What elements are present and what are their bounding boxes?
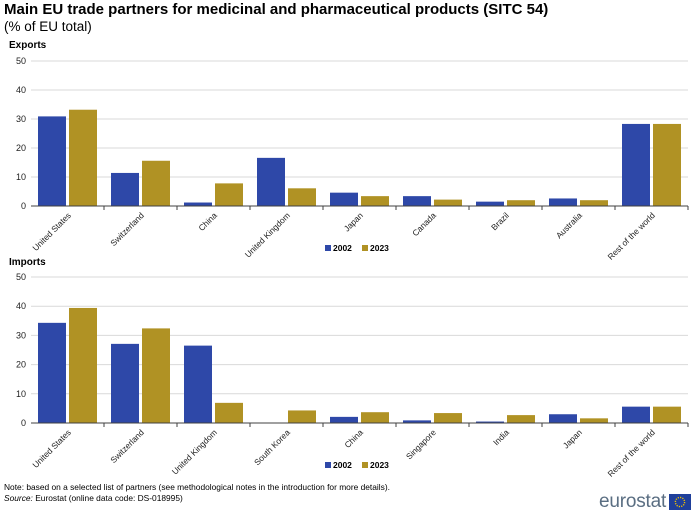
chart-panel-imports: Imports 0 10 20 30 40 50 United States Switzerla… <box>9 257 689 479</box>
y-tick-label: 20 <box>16 360 26 370</box>
bar-2002 <box>549 198 577 206</box>
bar-2023 <box>288 410 316 423</box>
y-tick-label: 50 <box>16 56 26 66</box>
bar-2023 <box>434 413 462 423</box>
bar-2023 <box>69 307 97 423</box>
bar-2023 <box>215 402 243 423</box>
eurostat-logo: eurostat <box>599 491 692 513</box>
x-tick-label: Japan <box>342 210 365 233</box>
y-tick-label: 10 <box>16 389 26 399</box>
legend-swatch-2023 <box>362 245 368 251</box>
panel-title: Exports <box>9 40 47 51</box>
bar-2002 <box>111 343 139 423</box>
bar-2002 <box>111 172 139 206</box>
y-tick-label: 10 <box>16 172 26 182</box>
legend-label: 2002 <box>333 460 352 470</box>
bar-2002 <box>330 192 358 206</box>
bar-2002 <box>257 157 285 206</box>
panel-title: Imports <box>9 257 46 268</box>
x-tick-label: United Kingdom <box>170 427 219 476</box>
bar-2023 <box>142 160 170 206</box>
y-tick-label: 30 <box>16 330 26 340</box>
bar-2023 <box>288 188 316 206</box>
bar-2023 <box>69 109 97 206</box>
y-tick-label: 0 <box>21 201 26 211</box>
bar-2023 <box>142 328 170 423</box>
bar-2002 <box>38 116 66 206</box>
bar-2002 <box>403 420 431 423</box>
footnote: Note: based on a selected list of partne… <box>4 482 390 492</box>
bar-2023 <box>215 183 243 206</box>
bar-2023 <box>507 200 535 206</box>
x-tick-label: United States <box>30 427 73 470</box>
bar-2002 <box>622 123 650 206</box>
bar-2002 <box>184 202 212 206</box>
bar-2023 <box>361 196 389 206</box>
x-tick-label: Canada <box>410 210 438 238</box>
chart-subtitle: (% of EU total) <box>4 19 92 34</box>
x-tick-label: Japan <box>561 427 584 450</box>
x-tick-label: Australia <box>554 210 584 240</box>
bar-2023 <box>653 406 681 423</box>
bar-2002 <box>476 201 504 206</box>
legend-label: 2023 <box>370 243 389 253</box>
bar-2002 <box>403 196 431 206</box>
bar-2002 <box>476 421 504 423</box>
bar-2023 <box>434 199 462 206</box>
y-tick-label: 40 <box>16 301 26 311</box>
y-tick-label: 20 <box>16 143 26 153</box>
legend-label: 2002 <box>333 243 352 253</box>
bar-2002 <box>38 322 66 423</box>
bar-2023 <box>507 415 535 423</box>
y-tick-label: 30 <box>16 114 26 124</box>
x-tick-label: South Korea <box>252 427 292 467</box>
bar-2023 <box>361 412 389 423</box>
x-tick-label: Rest of the world <box>605 427 657 479</box>
bar-2002 <box>549 414 577 423</box>
legend-swatch-2023 <box>362 462 368 468</box>
source-label: Source: <box>4 493 33 503</box>
legend-swatch-2002 <box>325 245 331 251</box>
chart-title: Main EU trade partners for medicinal and… <box>4 1 549 18</box>
x-tick-label: Switzerland <box>108 427 146 465</box>
bar-2023 <box>653 123 681 206</box>
y-tick-label: 0 <box>21 418 26 428</box>
x-tick-label: Rest of the world <box>605 210 657 262</box>
x-tick-label: China <box>196 210 219 233</box>
legend-swatch-2002 <box>325 462 331 468</box>
x-tick-label: Switzerland <box>108 210 146 248</box>
legend-label: 2023 <box>370 460 389 470</box>
x-tick-label: United Kingdom <box>243 210 292 259</box>
chart-panel-exports: Exports 0 10 20 30 40 50 United States Switzerla… <box>9 40 689 262</box>
source-line: Source: Eurostat (online data code: DS-0… <box>4 493 183 503</box>
x-tick-label: Brazil <box>489 210 511 232</box>
eu-flag-icon <box>669 494 692 510</box>
bar-2002 <box>184 345 212 423</box>
x-tick-label: United States <box>30 210 73 253</box>
y-tick-label: 40 <box>16 85 26 95</box>
x-tick-label: Singapore <box>404 427 438 461</box>
source-text: Eurostat (online data code: DS-018995) <box>32 493 183 503</box>
bar-2023 <box>580 200 608 206</box>
x-tick-label: India <box>491 427 511 447</box>
bar-2002 <box>330 416 358 423</box>
logo-text: eurostat <box>599 491 667 512</box>
x-tick-label: China <box>342 427 365 450</box>
y-tick-label: 50 <box>16 272 26 282</box>
bar-2023 <box>580 418 608 423</box>
bar-2002 <box>622 406 650 423</box>
